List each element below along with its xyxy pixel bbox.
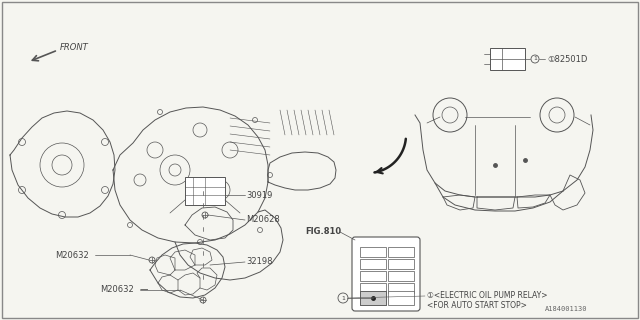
Text: M20632: M20632 (55, 251, 89, 260)
Text: —: — (140, 285, 148, 294)
Text: FIG.810: FIG.810 (305, 228, 341, 236)
Bar (388, 271, 414, 281)
Bar (185, 177, 225, 205)
Text: 1: 1 (533, 57, 537, 61)
Text: <FOR AUTO START STOP>: <FOR AUTO START STOP> (427, 301, 527, 310)
Bar (360, 291, 386, 305)
FancyBboxPatch shape (352, 237, 420, 311)
Text: 1: 1 (341, 295, 345, 300)
Bar (388, 247, 414, 257)
Bar (360, 291, 386, 305)
Bar (360, 247, 386, 257)
Bar (360, 271, 386, 281)
Text: M20632: M20632 (100, 285, 134, 294)
Bar (388, 291, 414, 305)
Bar (360, 259, 386, 269)
Text: ①82501D: ①82501D (547, 54, 588, 63)
Bar (388, 259, 414, 269)
Text: 30919: 30919 (246, 190, 273, 199)
Bar (490, 48, 525, 70)
Bar (388, 283, 414, 293)
Bar (360, 283, 386, 293)
Text: 32198: 32198 (246, 258, 273, 267)
Text: ①<ELECTRIC OIL PUMP RELAY>: ①<ELECTRIC OIL PUMP RELAY> (427, 292, 547, 300)
Text: A184001130: A184001130 (545, 306, 588, 312)
Text: FRONT: FRONT (60, 44, 89, 52)
Text: M20628: M20628 (246, 215, 280, 225)
